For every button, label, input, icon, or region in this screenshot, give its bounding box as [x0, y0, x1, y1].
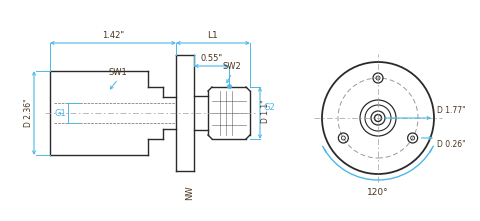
Text: 0.55": 0.55": [201, 54, 223, 63]
Text: 1.42": 1.42": [102, 31, 124, 40]
Text: L1: L1: [208, 31, 218, 40]
Text: G2: G2: [263, 103, 275, 112]
Text: SW2: SW2: [223, 62, 241, 71]
Text: D 2.36": D 2.36": [24, 99, 33, 127]
Text: D 1.1": D 1.1": [261, 99, 270, 123]
Text: D 1.77": D 1.77": [437, 106, 466, 115]
Text: G1: G1: [54, 109, 66, 118]
Text: SW1: SW1: [108, 68, 127, 77]
Text: NW: NW: [185, 185, 194, 200]
Text: 120°: 120°: [367, 188, 389, 197]
Text: D 0.26": D 0.26": [437, 140, 466, 149]
